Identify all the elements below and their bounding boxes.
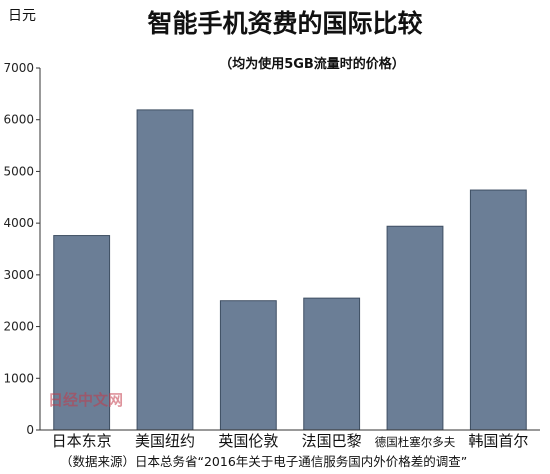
y-tick-label: 5000 [3, 164, 34, 178]
y-tick-label: 2000 [3, 320, 34, 334]
y-tick-label: 1000 [3, 371, 34, 385]
bar [386, 225, 444, 431]
x-category-label: 美国纽约 [135, 432, 195, 450]
source-note: （数据来源）日本总务省“2016年关于电子通信服务国内外价格差的调查” [60, 454, 467, 469]
chart-subtitle: （均为使用5GB流量时的价格） [219, 56, 405, 72]
y-tick-label: 7000 [3, 61, 34, 75]
bar [136, 109, 194, 431]
y-axis-ticks: 0 1000 2000 3000 4000 5000 6000 7000 [3, 61, 40, 437]
x-category-label: 韩国首尔 [468, 432, 528, 450]
bar [219, 300, 277, 431]
x-category-label: 法国巴黎 [302, 432, 362, 450]
x-axis-category-labels: 日本东京 美国纽约 英国伦敦 法国巴黎 德国杜塞尔多夫 韩国首尔 [52, 432, 529, 450]
bar [469, 189, 527, 431]
x-category-label: 英国伦敦 [218, 432, 278, 450]
watermark-logo-text: 日经中文网 [48, 391, 123, 409]
x-category-label: 日本东京 [52, 432, 112, 450]
bar [303, 297, 361, 431]
y-tick-label: 6000 [3, 113, 34, 127]
y-tick-label: 3000 [3, 268, 34, 282]
y-axis-unit-label: 日元 [8, 8, 36, 24]
x-category-label: 德国杜塞尔多夫 [375, 435, 456, 449]
bar [53, 235, 111, 431]
y-tick-label: 0 [26, 423, 34, 437]
chart-title: 智能手机资费的国际比较 [147, 9, 422, 38]
y-tick-label: 4000 [3, 216, 34, 230]
bar-series [53, 109, 527, 431]
